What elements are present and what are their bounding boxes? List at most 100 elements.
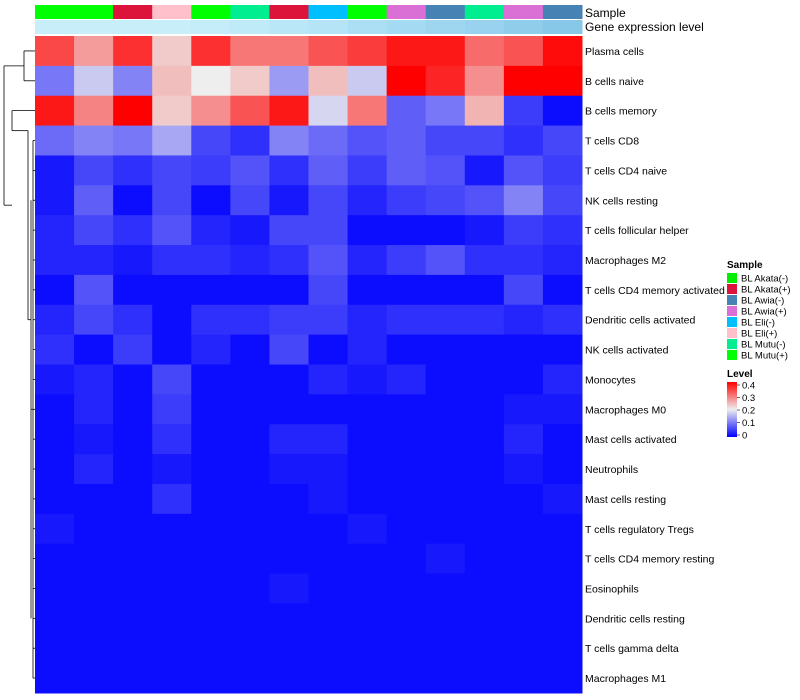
expression-annotation-cell (152, 20, 192, 34)
legend-label: BL Akata(+) (741, 285, 791, 296)
heatmap-cell (74, 364, 114, 395)
heatmap-cell (230, 483, 270, 515)
heatmap-cell (542, 513, 583, 545)
heatmap-cell (269, 185, 309, 216)
heatmap-cell (542, 304, 583, 336)
heatmap-cell (503, 603, 544, 634)
heatmap-cell (191, 513, 231, 545)
heatmap-cell (386, 95, 427, 127)
row-label: B cells memory (585, 106, 658, 118)
heatmap-cell (308, 573, 349, 604)
heatmap-cell (230, 573, 270, 604)
legend-swatch (727, 295, 737, 305)
heatmap-cell (386, 274, 427, 306)
heatmap-cell (503, 543, 544, 575)
heatmap-cell (308, 304, 349, 336)
heatmap-cell (35, 573, 75, 604)
heatmap-cell (35, 155, 75, 186)
heatmap-cell (308, 483, 349, 515)
heatmap-cell (74, 155, 114, 186)
heatmap-cell (74, 543, 114, 575)
heatmap-cell (386, 424, 427, 455)
heatmap-cell (425, 513, 466, 545)
expression-annotation-title: Gene expression level (585, 20, 704, 34)
heatmap-cell (35, 36, 75, 67)
heatmap-cell (191, 603, 231, 634)
heatmap-cell (347, 513, 388, 545)
heatmap-cell (464, 454, 505, 485)
heatmap-cell (152, 633, 192, 664)
row-labels: Plasma cells B cells naive B cells memory T… (585, 46, 725, 685)
heatmap-cell (152, 543, 192, 575)
heatmap-cell (113, 513, 153, 545)
heatmap-cell (503, 185, 544, 216)
heatmap-cell (152, 364, 192, 395)
heatmap-cell (503, 274, 544, 306)
heatmap-cell (230, 633, 270, 664)
heatmap-cell (35, 424, 75, 455)
heatmap-cell (308, 454, 349, 485)
heatmap-cell (542, 573, 583, 604)
heatmap-cell (386, 215, 427, 246)
heatmap-cell (425, 394, 466, 425)
heatmap-cell (503, 304, 544, 336)
heatmap-cell (347, 155, 388, 186)
row-label: Monocytes (585, 374, 636, 386)
heatmap-cell (386, 364, 427, 395)
heatmap-cell (230, 215, 270, 246)
heatmap-cell (230, 65, 270, 97)
heatmap-cell (74, 125, 114, 156)
legend-swatch (727, 350, 737, 360)
legend-label: BL Awia(-) (741, 296, 784, 307)
heatmap-cell (35, 125, 75, 156)
sample-annotation-cell (113, 5, 153, 19)
heatmap-cell (35, 483, 75, 515)
legend-swatch (727, 317, 737, 327)
heatmap-cell (425, 245, 466, 276)
heatmap-cell (35, 663, 75, 694)
heatmap-cell (464, 483, 505, 515)
heatmap-cell (464, 663, 505, 694)
heatmap-cell (386, 663, 427, 694)
heatmap-cell (191, 65, 231, 97)
heatmap-cell (113, 36, 153, 67)
heatmap-cell (230, 185, 270, 216)
heatmap-cell (347, 95, 388, 127)
heatmap-cell (191, 155, 231, 186)
heatmap-cell (503, 573, 544, 604)
legend-label: BL Mutu(-) (741, 340, 786, 351)
heatmap-cell (74, 454, 114, 485)
heatmap-cell (152, 513, 192, 545)
heatmap-cell (74, 394, 114, 425)
heatmap-cell (464, 125, 505, 156)
sample-annotation-title: Sample (585, 6, 626, 20)
heatmap-cell (269, 513, 309, 545)
heatmap-cell (74, 36, 114, 67)
heatmap-cell (191, 334, 231, 365)
heatmap-cell (308, 394, 349, 425)
heatmap-cell (425, 95, 466, 127)
heatmap-cell (542, 483, 583, 515)
heatmap-cell (308, 513, 349, 545)
heatmap-cell (386, 65, 427, 97)
heatmap-cell (35, 185, 75, 216)
row-label: Mast cells activated (585, 434, 677, 446)
heatmap-cell (269, 483, 309, 515)
heatmap-cell (308, 334, 349, 365)
heatmap-cell (191, 454, 231, 485)
heatmap-cell (464, 424, 505, 455)
heatmap-cell (308, 663, 349, 694)
heatmap-cell (386, 304, 427, 336)
heatmap-cell (230, 125, 270, 156)
row-label: Dendritic cells activated (585, 315, 695, 327)
heatmap-cell (74, 663, 114, 694)
heatmap-cell (464, 65, 505, 97)
heatmap-cell (464, 633, 505, 664)
heatmap-cell (230, 95, 270, 127)
heatmap-cell (347, 274, 388, 306)
heatmap-cell (503, 334, 544, 365)
heatmap-cell (269, 364, 309, 395)
heatmap-cell (347, 573, 388, 604)
heatmap-cell (269, 603, 309, 634)
heatmap-cell (464, 573, 505, 604)
